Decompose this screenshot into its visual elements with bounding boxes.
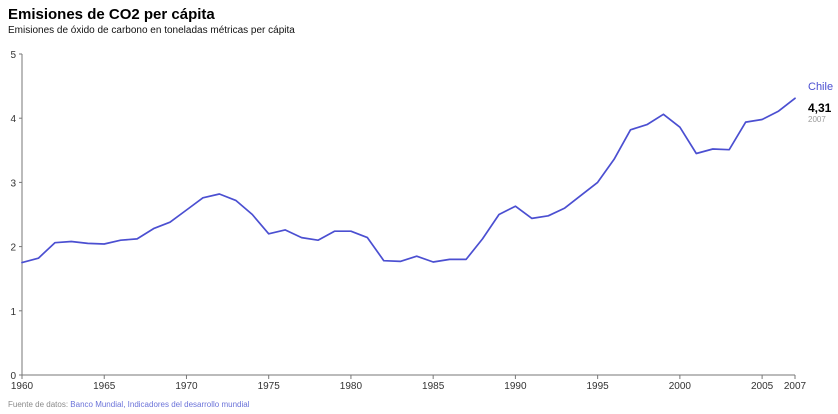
series-line-chile[interactable]	[21, 97, 796, 264]
x-tick-label: 1965	[93, 381, 116, 392]
chart-axes	[21, 54, 795, 376]
x-tick-label: 2000	[669, 381, 692, 392]
data-source-prefix: Fuente de datos:	[8, 400, 69, 409]
x-tick-label: 1995	[587, 381, 610, 392]
data-source-link[interactable]: Banco Mundial, Indicadores del desarroll…	[70, 400, 250, 409]
data-source-footer: Fuente de datos: Banco Mundial, Indicado…	[8, 400, 250, 409]
x-tick-label: 1980	[340, 381, 363, 392]
x-tick-label: 1975	[258, 381, 281, 392]
y-tick-label: 2	[10, 243, 16, 254]
chart-title: Emisiones de CO2 per cápita	[8, 6, 215, 23]
chart-ticks: 0 1 2 3 4 5 1960 1965 1970 1975 1980 1985 1990 1995 20…	[10, 50, 806, 392]
latest-value-label: 4,31	[808, 101, 832, 115]
y-tick-label: 5	[10, 50, 16, 61]
series-label-chile[interactable]: Chile	[808, 81, 834, 93]
x-tick-label: 1960	[11, 381, 34, 392]
chart-subtitle: Emisiones de óxido de carbono en tonelad…	[8, 25, 295, 36]
y-tick-label: 4	[10, 114, 16, 125]
x-tick-label: 1970	[175, 381, 198, 392]
x-tick-label: 2005	[751, 381, 774, 392]
y-tick-label: 1	[10, 307, 16, 318]
x-tick-label: 1985	[422, 381, 445, 392]
y-tick-label: 3	[10, 178, 16, 189]
x-tick-label: 2007	[784, 381, 807, 392]
y-tick-label: 0	[10, 371, 16, 382]
latest-year-label: 2007	[808, 115, 826, 124]
x-tick-label: 1990	[504, 381, 527, 392]
chart-series[interactable]	[21, 97, 796, 264]
